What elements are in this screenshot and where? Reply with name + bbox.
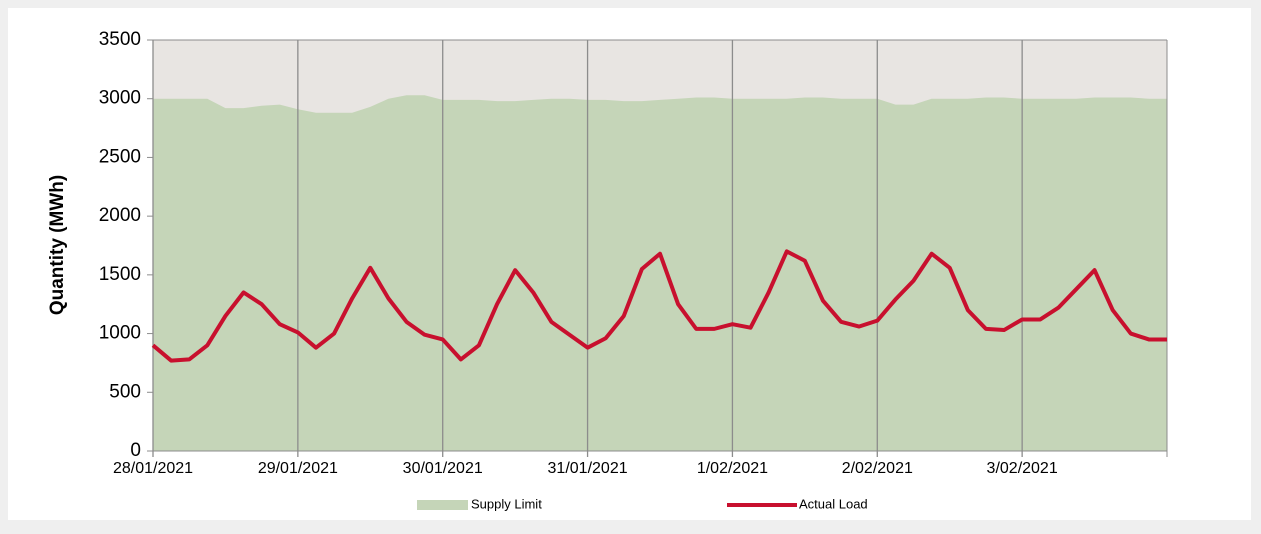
- y-tick-label: 2500: [99, 146, 141, 167]
- x-tick-label: 1/02/2021: [697, 460, 768, 477]
- y-tick-label: 500: [109, 381, 141, 402]
- y-tick-label: 3500: [99, 29, 141, 50]
- x-tick-label: 3/02/2021: [987, 460, 1058, 477]
- load-line: [151, 249, 1167, 363]
- x-tick-label: 29/01/2021: [258, 460, 338, 477]
- supply-area: [153, 95, 1167, 451]
- x-tick-label: 31/01/2021: [548, 460, 628, 477]
- x-tick-label: 2/02/2021: [842, 460, 913, 477]
- y-tick-label: 1000: [99, 323, 141, 344]
- legend-swatch: [417, 500, 468, 510]
- y-tick-label: 3000: [99, 88, 141, 109]
- y-tick-label: 1500: [99, 264, 141, 285]
- x-tick-label: 30/01/2021: [403, 460, 483, 477]
- y-axis-title: Quantity (MWh): [47, 175, 68, 315]
- legend-label: Supply Limit: [471, 496, 542, 511]
- x-tick-label: 28/01/2021: [113, 460, 193, 477]
- y-tick-label: 0: [130, 440, 141, 461]
- y-tick-label: 2000: [99, 205, 141, 226]
- legend-label: Actual Load: [799, 496, 868, 511]
